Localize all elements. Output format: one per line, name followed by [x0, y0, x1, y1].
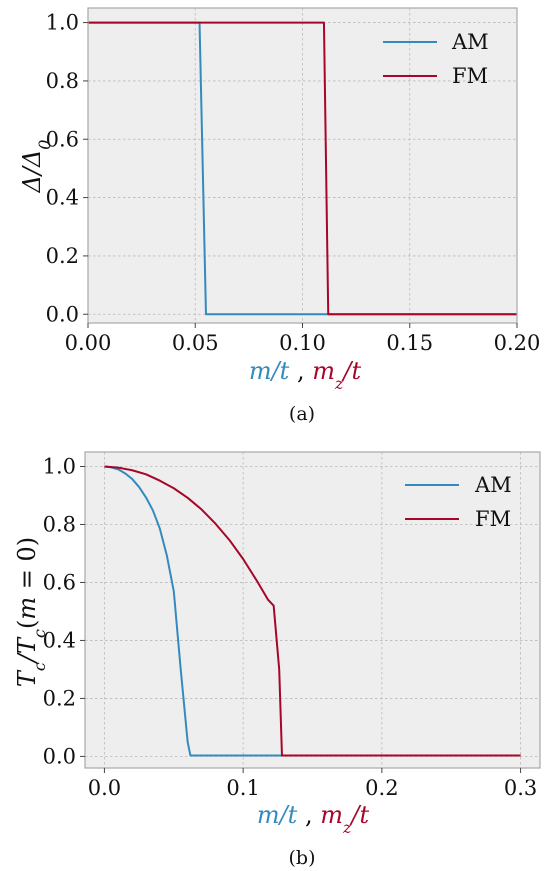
y-tick-labels-b: 0.0 0.2 0.4 0.6 0.8 1.0: [43, 454, 76, 768]
y-tick-label-a-3: 0.6: [46, 127, 79, 151]
y-axis-title-b: Tc/Tc(m = 0): [13, 537, 49, 687]
legend-label-am-a: AM: [451, 30, 489, 54]
chart-panel-a: 0.00 0.05 0.10 0.15 0.20 0.00.20.40.60.81.0 …: [18, 7, 541, 425]
series-line-am-b: [104, 465, 521, 757]
plot-frame-b: [84, 451, 541, 769]
series-a: [88, 21, 517, 316]
series-line-fm-b: [104, 465, 521, 757]
series-b: [104, 465, 521, 757]
y-tick-label-b-4: 0.8: [43, 512, 76, 536]
x-axis-title-a: m/t , mz/t: [249, 357, 362, 393]
legend-a: AM FM: [383, 30, 489, 88]
legend-b: AM FM: [405, 473, 512, 531]
x-axis-title-b: m/t , mz/t: [257, 801, 370, 837]
y-tick-label-a-4: 0.8: [46, 69, 79, 93]
caption-a: (a): [289, 403, 315, 425]
y-tick-label-a-5: 1.0: [46, 11, 79, 35]
x-tick-label-b-1: 0.1: [226, 776, 259, 800]
chart-panel-b: 0.0 0.1 0.2 0.3 0.0 0.2 0.4 0.6 0.8 1.0 AM FM Tc…: [13, 451, 541, 869]
x-tick-labels-b: 0.0 0.1 0.2 0.3: [88, 776, 538, 800]
legend-label-fm-a: FM: [452, 64, 488, 88]
legend-label-fm-b: FM: [475, 507, 511, 531]
x-tick-label-a-2: 0.10: [279, 331, 326, 355]
y-tick-labels-a: 0.0 0.2 0.4 0.6 0.8 1.0: [46, 11, 79, 327]
x-tick-label-a-4: 0.20: [494, 331, 541, 355]
x-tick-label-a-0: 0.00: [65, 331, 112, 355]
x-tick-label-b-2: 0.2: [365, 776, 398, 800]
x-tick-label-b-3: 0.3: [504, 776, 537, 800]
x-tick-label-a-3: 0.15: [386, 331, 433, 355]
caption-b: (b): [289, 847, 316, 869]
y-tick-label-a-2: 0.4: [46, 186, 79, 210]
y-axis-title-a: Δ/Δ0: [18, 140, 54, 194]
plot-area-b: [85, 452, 540, 768]
x-tick-label-a-1: 0.05: [172, 331, 219, 355]
ticks-a: [83, 22, 518, 328]
y-tick-label-b-0: 0.0: [43, 744, 76, 768]
ticks-b: [80, 465, 522, 773]
y-tick-label-b-2: 0.4: [43, 628, 76, 652]
y-tick-label-a-1: 0.2: [46, 244, 79, 268]
y-tick-label-b-1: 0.2: [43, 686, 76, 710]
y-tick-label-a-0: 0.0: [46, 302, 79, 326]
legend-label-am-b: AM: [474, 473, 512, 497]
x-tick-labels-a: 0.00 0.05 0.10 0.15 0.20: [65, 331, 541, 355]
x-tick-label-b-0: 0.0: [88, 776, 121, 800]
y-tick-label-b-5: 1.0: [43, 454, 76, 478]
y-tick-label-b-3: 0.6: [43, 570, 76, 594]
series-line-fm-a: [88, 21, 517, 316]
